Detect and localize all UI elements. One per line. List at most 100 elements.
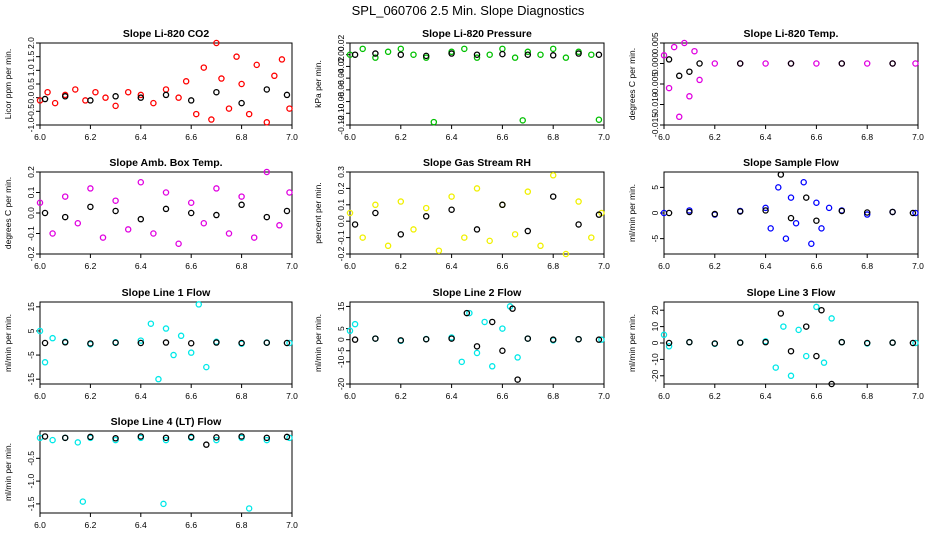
data-point-all (775, 184, 782, 191)
data-point-all (595, 116, 603, 123)
y-axis-label: ml/min per min. (3, 443, 13, 501)
x-tick-label: 6.4 (760, 391, 772, 401)
y-tick-label: -0.08 (336, 92, 346, 112)
data-point-all (430, 118, 438, 126)
data-point-all (278, 56, 286, 63)
x-tick-label: 6.6 (496, 391, 508, 401)
plot-frame (349, 301, 605, 385)
x-tick-label: 6.4 (135, 391, 147, 401)
plot-frame (39, 301, 293, 385)
y-tick-label: 15 (26, 302, 36, 312)
data-point-all (912, 209, 919, 217)
y-tick-label: 0.000 (650, 53, 660, 75)
data-point-daily (736, 339, 744, 346)
data-point-all (511, 54, 519, 61)
data-point-all (49, 436, 56, 444)
data-point-all (780, 323, 787, 330)
data-point-daily (283, 339, 291, 347)
data-point-daily (665, 56, 673, 63)
data-point-daily (213, 88, 220, 96)
data-point-all (762, 204, 769, 212)
y-axis-label: ml/min per min. (313, 314, 323, 372)
data-point-daily (473, 226, 481, 233)
x-tick-label: 7.0 (286, 391, 298, 401)
data-point-daily (802, 194, 810, 201)
data-point-daily (238, 339, 245, 347)
data-point-all (665, 84, 673, 92)
data-point-all (200, 219, 208, 227)
y-tick-label: 15 (336, 301, 346, 311)
data-point-all (213, 436, 220, 444)
data-point-all (36, 327, 44, 335)
x-tick-label: 6.6 (496, 132, 508, 142)
data-point-daily (473, 343, 481, 350)
panel-title: Slope Line 1 Flow (122, 287, 212, 299)
x-tick-label: 7.0 (912, 261, 924, 271)
data-point-daily (509, 305, 516, 312)
data-point-all (276, 222, 283, 229)
y-tick-label: 0.1 (336, 199, 346, 211)
panel-3: Slope Li-820 Temp. 6.0 6.2 6.4 6.6 6.8 7.0 -0.0… (627, 28, 924, 142)
data-point-all (537, 51, 544, 58)
data-point-all (49, 230, 56, 237)
data-point-daily (736, 60, 744, 67)
data-point-daily (137, 433, 145, 440)
data-point-all (499, 45, 506, 53)
data-point-daily (422, 335, 430, 343)
data-point-daily (61, 339, 69, 346)
x-tick-label: 6.4 (760, 261, 772, 271)
data-point-daily (41, 209, 49, 217)
data-point-all (808, 240, 815, 247)
data-point-all (72, 86, 79, 93)
data-point-daily (372, 335, 379, 342)
y-tick-label: -5 (650, 235, 660, 243)
data-point-daily (686, 208, 693, 216)
data-point-daily (87, 97, 94, 104)
data-point-all (346, 327, 354, 335)
y-tick-label: -0.02 (336, 56, 346, 76)
panel-1: Slope Li-820 CO2 6.0 6.2 6.4 6.6 6.8 7.0 -1.0-0… (3, 28, 298, 142)
y-axis-label: ml/min per min. (3, 314, 13, 372)
data-point-all (670, 43, 678, 51)
x-tick-label: 6.2 (709, 132, 721, 142)
data-point-daily (213, 434, 220, 441)
panel-title: Slope Li-820 Pressure (422, 28, 532, 40)
data-point-all (562, 250, 570, 258)
data-point-all (177, 332, 185, 340)
data-point-all (787, 194, 795, 201)
data-point-all (44, 88, 51, 96)
x-tick-label: 7.0 (286, 520, 298, 530)
data-point-daily (238, 99, 245, 107)
data-point-all (813, 303, 820, 311)
panel-title: Slope Line 3 Flow (747, 287, 837, 299)
data-point-daily (828, 380, 835, 388)
data-point-all (286, 189, 293, 196)
data-point-all (112, 197, 119, 204)
y-tick-label: -0.1 (26, 226, 36, 241)
y-tick-label: -20 (336, 378, 346, 391)
y-tick-label: 10 (650, 322, 660, 332)
data-point-daily (448, 50, 455, 57)
data-point-daily (909, 209, 917, 217)
data-point-daily (448, 206, 455, 213)
panel-title: Slope Line 4 (LT) Flow (111, 416, 222, 428)
data-point-daily (422, 213, 430, 220)
data-point-all (660, 52, 668, 59)
data-point-all (99, 234, 107, 241)
data-point-daily (488, 318, 496, 326)
y-tick-label: 5 (650, 185, 660, 190)
panel-2: Slope Li-820 Pressure 6.0 6.2 6.4 6.6 6.8 7.0 -… (313, 28, 610, 142)
data-point-daily (575, 221, 582, 228)
x-tick-label: 6.6 (810, 391, 822, 401)
data-point-daily (711, 340, 719, 347)
y-tick-label: 0.0 (26, 207, 36, 219)
y-tick-label: 2.0 (26, 37, 36, 49)
data-point-daily (863, 339, 871, 347)
data-point-all (208, 116, 215, 123)
data-point-daily (575, 50, 582, 57)
data-point-daily (787, 60, 795, 67)
data-point-daily (514, 376, 521, 383)
data-point-all (772, 364, 780, 371)
x-tick-label: 6.2 (84, 520, 96, 530)
y-tick-label: 0.1 (26, 186, 36, 198)
